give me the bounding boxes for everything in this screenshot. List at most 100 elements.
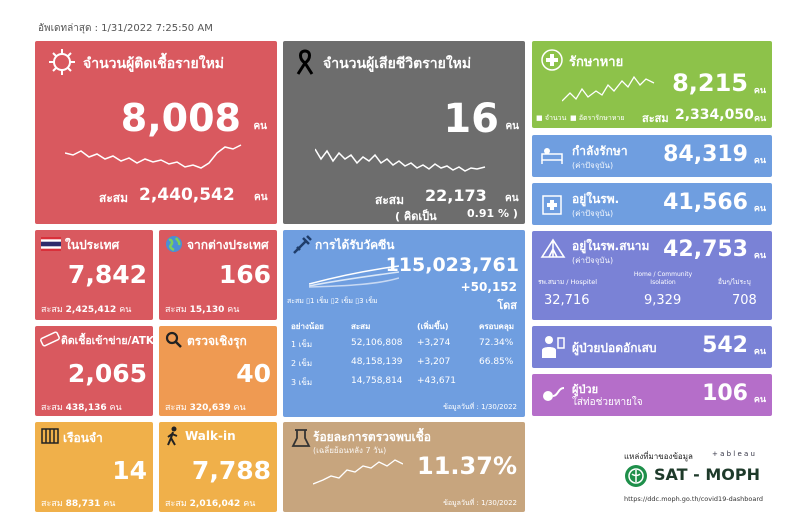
recovered-trend-line — [562, 75, 655, 102]
vaccine-dose-unit: โดส — [497, 299, 517, 312]
globe-icon — [166, 236, 182, 252]
jail-card[interactable]: เรือนจำ 14 สะสม 88,731 คน — [35, 422, 153, 512]
positivity-title: ร้อยละการตรวจพบเชื้อ — [313, 430, 431, 444]
ventilator-card[interactable]: ผู้ป่วย ใส่ท่อช่วยหายใจ 106 คน — [532, 374, 772, 416]
positivity-subtitle: (เฉลี่ยย้อนหลัง 7 วัน) — [313, 446, 387, 455]
pneumonia-value: 542 — [702, 333, 748, 358]
domestic-card[interactable]: ในประเทศ 7,842 สะสม 2,425,412 คน — [35, 230, 153, 320]
in-hospital-subtitle: (ค่าปัจจุบัน) — [572, 209, 614, 218]
vaccine-added: +50,152 — [460, 280, 517, 294]
vaccine-row-1-accum: 52,106,808 — [351, 338, 403, 348]
domestic-title: ในประเทศ — [65, 238, 120, 252]
moph-logo-icon — [625, 465, 647, 487]
new-deaths-percent: 0.91 % ) — [467, 207, 518, 220]
atk-test-icon — [40, 331, 60, 347]
treating-title: กำลังรักษา — [572, 144, 628, 158]
vaccine-header-1: สะสม — [351, 322, 371, 331]
ventilator-unit: คน — [753, 395, 766, 405]
vaccine-row-3-added: +43,671 — [417, 376, 457, 386]
proactive-value: 40 — [236, 359, 271, 388]
walkin-card[interactable]: Walk-in 7,788 สะสม 2,016,042 คน — [159, 422, 277, 512]
abroad-title: จากต่างประเทศ — [187, 238, 269, 252]
last-updated-text: อัพเดทล่าสุด : 1/31/2022 7:25:50 AM — [38, 23, 213, 34]
new-cases-title: จำนวนผู้ติดเชื้อรายใหม่ — [83, 56, 225, 72]
vaccine-legend: สะสม ▯1 เข็ม ▯2 เข็ม ▯3 เข็ม — [287, 297, 378, 305]
field-hospital-title: อยู่ในรพ.สนาม — [572, 239, 650, 253]
new-cases-accum-unit: คน — [254, 192, 268, 203]
new-deaths-title: จำนวนผู้เสียชีวิตรายใหม่ — [323, 56, 472, 72]
jail-title: เรือนจำ — [63, 431, 103, 445]
recovered-accum-unit: คน — [754, 114, 767, 124]
vaccine-header-0: อย่างน้อย — [291, 322, 324, 331]
new-deaths-card[interactable]: จำนวนผู้เสียชีวิตรายใหม่ 16 คน สะสม 22,1… — [283, 41, 525, 224]
treating-subtitle: (ค่าปัจจุบัน) — [572, 161, 614, 170]
field-hospital-unit: คน — [753, 251, 766, 261]
pneumonia-card[interactable]: ผู้ป่วยปอดอักเสบ 542 คน — [532, 326, 772, 368]
pneumonia-unit: คน — [753, 347, 766, 357]
domestic-accum: สะสม 2,425,412 คน — [41, 305, 132, 315]
recovered-accum-value: 2,334,050 — [675, 107, 754, 123]
new-cases-accum-label: สะสม — [99, 191, 129, 205]
new-cases-unit: คน — [253, 121, 267, 132]
field-hospital-col3: 708 — [732, 293, 757, 308]
vaccine-table: อย่างน้อย สะสม (เพิ่มขึ้น) ครอบคลุม 1 เข็ม 52… — [283, 316, 525, 396]
lab-test-icon — [291, 429, 311, 447]
treating-card[interactable]: กำลังรักษา (ค่าปัจจุบัน) 84,319 คน — [532, 135, 772, 177]
proactive-accum: สะสม 320,639 คน — [165, 403, 246, 413]
ventilator-title2: ใส่ท่อช่วยหายใจ — [572, 397, 643, 408]
ribbon-icon — [296, 49, 314, 75]
source-org: SAT - MOPH — [654, 465, 760, 484]
vaccine-row-2-dose: 2 เข็ม — [291, 359, 313, 368]
vaccine-row-1-coverage: 72.34% — [479, 338, 514, 348]
vaccine-row-1-added: +3,274 — [417, 338, 451, 348]
vaccine-data-date: ข้อมูลวันที่ : 1/30/2022 — [443, 403, 517, 411]
new-cases-trend-line — [65, 144, 242, 169]
vaccine-row-3-accum: 14,758,814 — [351, 376, 403, 386]
recovered-legend-count: ■ จำนวน — [536, 114, 567, 122]
source-url[interactable]: https://ddc.moph.go.th/covid19-dashboard — [624, 495, 764, 503]
jail-accum: สะสม 88,731 คน — [41, 499, 116, 509]
walkin-value: 7,788 — [191, 456, 271, 485]
thai-flag-icon — [41, 237, 61, 251]
field-hospital-card[interactable]: อยู่ในรพ.สนาม (ค่าปัจจุบัน) 42,753 คน รพ… — [532, 231, 772, 320]
hospital-icon — [542, 195, 562, 215]
pneumonia-title: ผู้ป่วยปอดอักเสบ — [572, 341, 657, 355]
field-hospital-col2: 9,329 — [644, 293, 682, 308]
treating-value: 84,319 — [663, 142, 748, 167]
prison-bars-icon — [41, 428, 59, 444]
walkin-title: Walk-in — [185, 429, 236, 443]
new-deaths-trend-line — [315, 148, 486, 172]
recovered-card[interactable]: รักษาหาย 8,215 คน ■ จำนวน ■ อัตรารักษาหา… — [532, 41, 772, 128]
in-hospital-card[interactable]: อยู่ในรพ. (ค่าปัจจุบัน) 41,566 คน — [532, 183, 772, 225]
new-cases-accum-value: 2,440,542 — [139, 185, 235, 205]
hospital-bed-icon — [541, 148, 563, 164]
recovered-accum-label: สะสม — [642, 112, 669, 125]
proactive-title: ตรวจเชิงรุก — [187, 334, 247, 348]
vaccine-row-2-coverage: 66.85% — [479, 357, 514, 367]
field-hospital-subtitle: (ค่าปัจจุบัน) — [572, 256, 614, 265]
new-deaths-unit: คน — [505, 121, 519, 132]
field-hospital-col2-label: Home / Community Isolation — [633, 271, 693, 286]
source-label: แหล่งที่มาของข้อมูล — [624, 452, 693, 461]
in-hospital-title: อยู่ในรพ. — [572, 192, 620, 206]
ventilator-icon — [543, 387, 565, 401]
proactive-card[interactable]: ตรวจเชิงรุก 40 สะสม 320,639 คน — [159, 326, 277, 416]
atk-card[interactable]: ติดเชื้อเข้าข่าย/ATK 2,065 สะสม 438,136 … — [35, 326, 153, 416]
treating-unit: คน — [753, 156, 766, 166]
virus-icon — [49, 49, 75, 75]
abroad-card[interactable]: จากต่างประเทศ 166 สะสม 15,130 คน — [159, 230, 277, 320]
walkin-accum: สะสม 2,016,042 คน — [165, 499, 256, 509]
new-cases-card[interactable]: จำนวนผู้ติดเชื้อรายใหม่ 8,008 คน สะสม 2,… — [35, 41, 277, 224]
ventilator-title: ผู้ป่วย — [572, 383, 599, 396]
jail-value: 14 — [112, 456, 147, 485]
patient-icon — [542, 336, 565, 358]
vaccine-row-2-accum: 48,158,139 — [351, 357, 403, 367]
vaccine-row-2-added: +3,207 — [417, 357, 451, 367]
atk-value: 2,065 — [67, 359, 147, 388]
recovered-title: รักษาหาย — [569, 55, 624, 70]
vaccine-row-1-dose: 1 เข็ม — [291, 340, 313, 349]
positivity-card[interactable]: ร้อยละการตรวจพบเชื้อ (เฉลี่ยย้อนหลัง 7 ว… — [283, 422, 525, 512]
new-deaths-accum-unit: คน — [505, 193, 519, 204]
atk-accum: สะสม 438,136 คน — [41, 403, 122, 413]
vaccine-card[interactable]: การได้รับวัคซีน 115,023,761 +50,152 สะสม… — [283, 230, 525, 417]
